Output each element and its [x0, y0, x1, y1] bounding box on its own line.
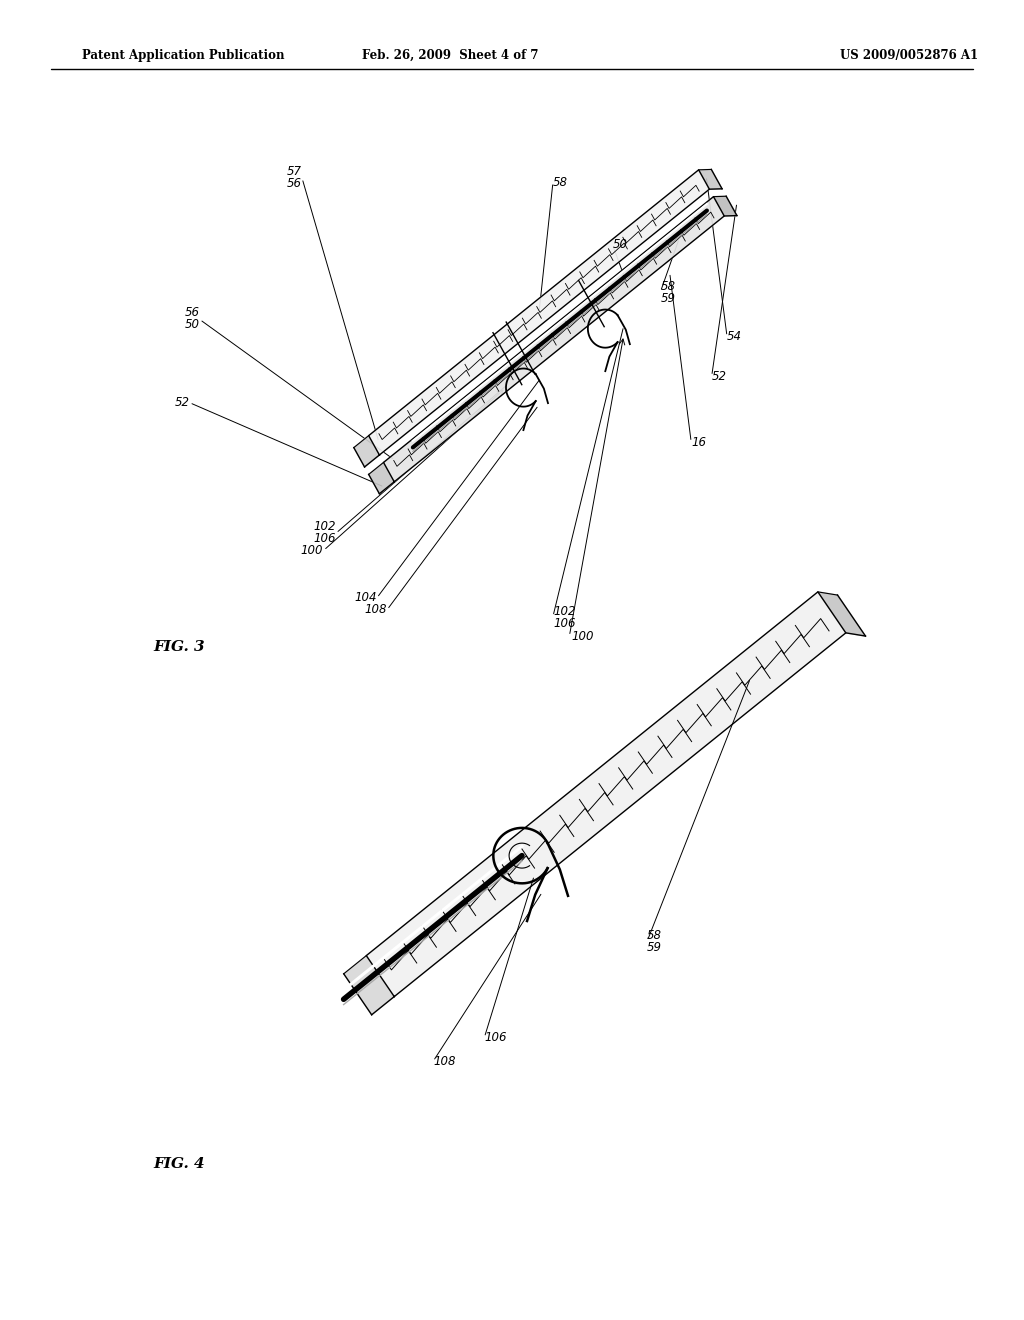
Text: FIG. 3: FIG. 3	[154, 640, 205, 653]
Text: 108: 108	[365, 603, 387, 616]
Text: 58: 58	[660, 280, 676, 293]
Text: 57: 57	[287, 165, 302, 178]
Text: 102: 102	[553, 605, 575, 618]
Text: 52: 52	[174, 396, 189, 409]
Text: 59: 59	[660, 292, 676, 305]
Polygon shape	[354, 436, 380, 467]
Text: 52: 52	[712, 370, 727, 383]
Text: 50: 50	[612, 238, 628, 251]
Text: 58: 58	[553, 176, 568, 189]
Text: 108: 108	[433, 1055, 456, 1068]
Polygon shape	[369, 170, 710, 455]
Text: FIG. 4: FIG. 4	[154, 1158, 205, 1171]
Polygon shape	[344, 956, 394, 1015]
Text: 56: 56	[287, 177, 302, 190]
Text: 59: 59	[647, 941, 663, 954]
Text: 102: 102	[313, 520, 336, 533]
Text: 106: 106	[313, 532, 336, 545]
Text: 58: 58	[647, 929, 663, 942]
Text: 16: 16	[691, 436, 707, 449]
Text: 100: 100	[300, 544, 323, 557]
Polygon shape	[714, 197, 737, 216]
Polygon shape	[369, 462, 394, 494]
Text: 54: 54	[727, 330, 742, 343]
Polygon shape	[367, 591, 846, 997]
Polygon shape	[384, 197, 724, 482]
Text: 106: 106	[484, 1031, 507, 1044]
Text: 100: 100	[571, 630, 594, 643]
Text: 104: 104	[354, 591, 377, 605]
Text: US 2009/0052876 A1: US 2009/0052876 A1	[840, 49, 978, 62]
Text: 56: 56	[184, 306, 200, 319]
Text: 50: 50	[184, 318, 200, 331]
Polygon shape	[818, 591, 865, 636]
Polygon shape	[698, 169, 722, 189]
Text: Patent Application Publication: Patent Application Publication	[82, 49, 285, 62]
Text: Feb. 26, 2009  Sheet 4 of 7: Feb. 26, 2009 Sheet 4 of 7	[362, 49, 539, 62]
Text: 106: 106	[553, 616, 575, 630]
